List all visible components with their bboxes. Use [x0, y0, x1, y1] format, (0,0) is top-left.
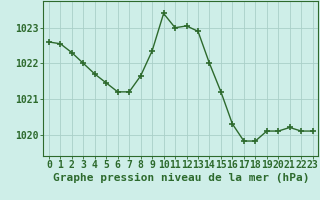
X-axis label: Graphe pression niveau de la mer (hPa): Graphe pression niveau de la mer (hPa)	[52, 173, 309, 183]
